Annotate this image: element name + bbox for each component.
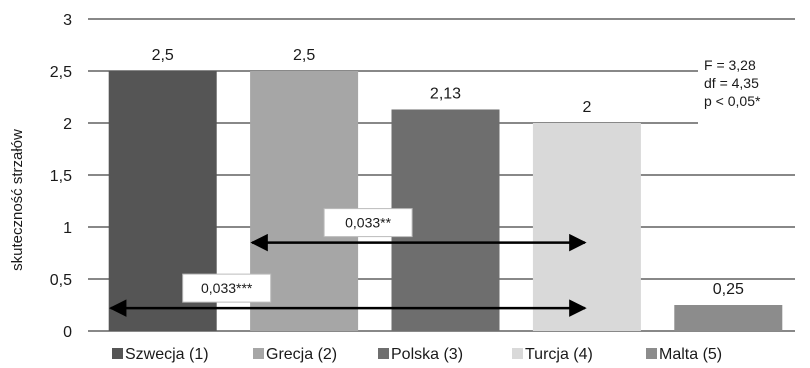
data-label: 2,5 <box>152 47 174 64</box>
y-axis-label: skuteczność strzałów <box>9 129 26 271</box>
y-tick-label: 0 <box>63 324 72 341</box>
comparison-label: 0,033*** <box>201 280 253 296</box>
legend-swatch <box>112 348 123 359</box>
legend-swatch <box>253 348 264 359</box>
legend-swatch <box>378 348 389 359</box>
stats-line: F = 3,28 <box>704 57 756 73</box>
bar <box>674 305 783 331</box>
legend: Szwecja (1) Grecja (2) Polska (3) Turcja (4… <box>112 346 722 363</box>
comparison-label-box <box>323 208 413 238</box>
y-tick-label: 0,5 <box>50 272 72 289</box>
data-label: 2 <box>582 99 591 116</box>
data-label: 2,13 <box>430 85 461 102</box>
comparison-label: 0,033** <box>345 215 391 231</box>
stats-line: p < 0,05* <box>704 93 761 109</box>
legend-label: Turcja (4) <box>525 346 593 363</box>
stats-line: df = 4,35 <box>704 75 759 91</box>
bar <box>532 123 641 331</box>
data-label: 2,5 <box>293 47 315 64</box>
y-axis-ticks: 0 0,5 1 1,5 2 2,5 3 <box>50 12 72 341</box>
stats-box: F = 3,28 df = 4,35 p < 0,05* <box>698 49 795 125</box>
legend-label: Szwecja (1) <box>125 346 209 363</box>
y-tick-label: 3 <box>63 12 72 29</box>
legend-swatch <box>512 348 523 359</box>
legend-label: Polska (3) <box>391 346 463 363</box>
y-tick-label: 2 <box>63 116 72 133</box>
legend-label: Malta (5) <box>659 346 722 363</box>
y-tick-label: 1 <box>63 220 72 237</box>
legend-swatch <box>646 348 657 359</box>
stats-box-bg <box>698 49 795 125</box>
data-labels: 2,5 2,5 2,13 2 0,25 <box>152 47 744 298</box>
y-tick-label: 2,5 <box>50 64 72 81</box>
data-label: 0,25 <box>713 281 744 298</box>
comparison-arrows: 0,033** 0,033*** <box>108 208 587 317</box>
legend-label: Grecja (2) <box>266 346 337 363</box>
y-tick-label: 1,5 <box>50 168 72 185</box>
comparison-label-box <box>182 273 272 303</box>
